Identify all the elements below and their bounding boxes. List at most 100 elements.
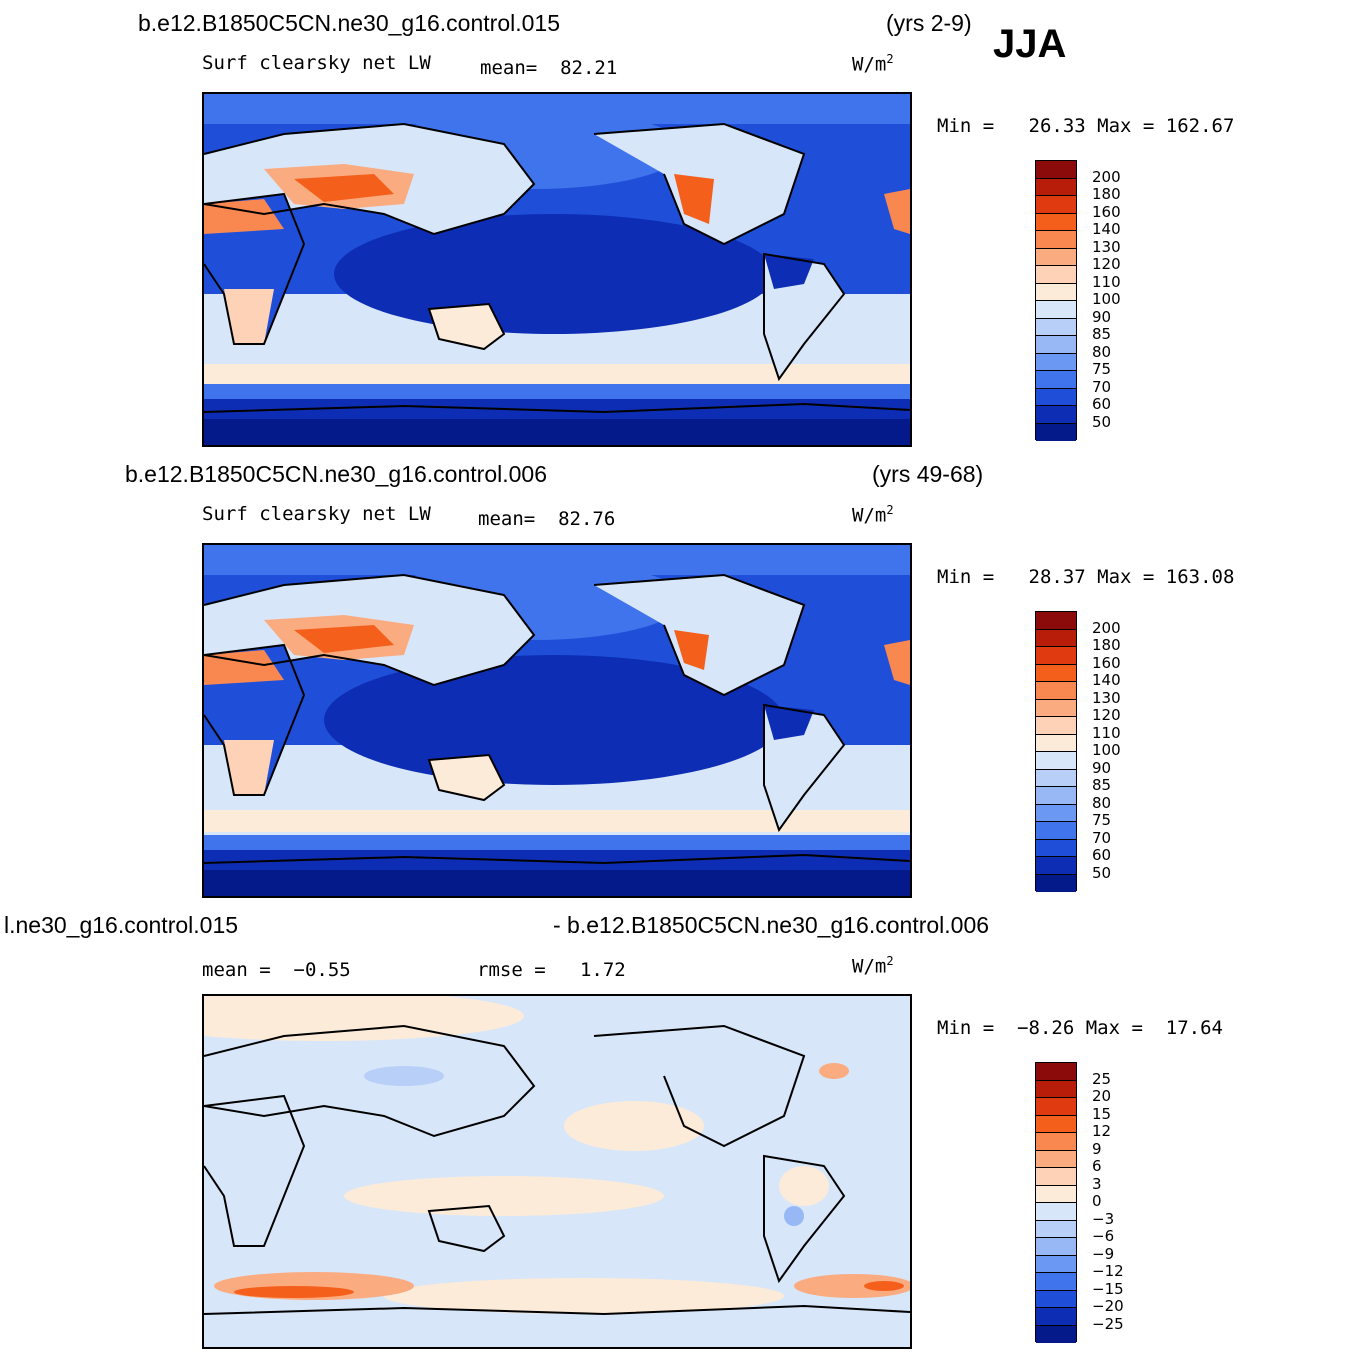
- panel1-minmax: Min = 26.33 Max = 162.67: [937, 115, 1235, 137]
- colorbar-swatch: [1036, 301, 1076, 319]
- colorbar-label: 200: [1092, 167, 1121, 186]
- colorbar-swatch: [1036, 248, 1076, 266]
- colorbar-label: −6: [1092, 1227, 1115, 1245]
- colorbar-label: 0: [1092, 1192, 1102, 1210]
- colorbar-label: 60: [1092, 395, 1112, 413]
- colorbar-label: 130: [1092, 237, 1121, 256]
- colorbar-swatch: [1036, 612, 1076, 630]
- colorbar-swatch: [1036, 1098, 1076, 1116]
- panel1-contour-plot: [204, 94, 910, 445]
- colorbar-swatch: [1036, 353, 1076, 371]
- colorbar-swatch: [1036, 629, 1076, 647]
- colorbar-label: 160: [1092, 653, 1121, 672]
- panel3-case-right: - b.e12.B1850C5CN.ne30_g16.control.006: [553, 912, 990, 938]
- colorbar-label: −25: [1092, 1314, 1124, 1333]
- colorbar-swatch: [1036, 1063, 1076, 1081]
- colorbar-swatch: [1036, 804, 1076, 822]
- colorbar-label: −3: [1092, 1209, 1115, 1228]
- colorbar-swatch: [1036, 1325, 1076, 1343]
- colorbar-swatch: [1036, 1238, 1076, 1256]
- colorbar-label: 130: [1092, 688, 1121, 707]
- colorbar-swatch: [1036, 769, 1076, 787]
- colorbar-swatch: [1036, 787, 1076, 805]
- colorbar-label: 100: [1092, 290, 1121, 308]
- colorbar-swatch: [1036, 1203, 1076, 1221]
- colorbar-label: −15: [1092, 1279, 1124, 1298]
- panel2-contour-plot: [204, 545, 910, 896]
- colorbar-swatch: [1036, 406, 1076, 424]
- colorbar-label: 100: [1092, 741, 1121, 759]
- colorbar-swatch: [1036, 1150, 1076, 1168]
- colorbar-label: −20: [1092, 1297, 1124, 1315]
- panel3-case-left: l.ne30_g16.control.015: [4, 912, 239, 938]
- panel2-variable: Surf clearsky net LW: [202, 503, 431, 525]
- colorbar-swatch: [1036, 1308, 1076, 1326]
- colorbar-swatch: [1036, 161, 1076, 179]
- panel1-mean: mean= 82.21: [480, 57, 618, 79]
- panel2-years: (yrs 49-68): [872, 461, 984, 487]
- colorbar-swatch: [1036, 839, 1076, 857]
- colorbar-label: 50: [1092, 863, 1112, 882]
- colorbar-swatch: [1036, 371, 1076, 389]
- colorbar-label: 110: [1092, 272, 1121, 291]
- panel2-map: [202, 543, 912, 898]
- colorbar-swatch: [1036, 1133, 1076, 1151]
- colorbar-label: 120: [1092, 706, 1121, 724]
- season-label: JJA: [993, 22, 1067, 66]
- panel3-units: W/m2: [852, 954, 894, 978]
- colorbar-swatch: [1036, 336, 1076, 354]
- colorbar-swatch: [1036, 1255, 1076, 1273]
- colorbar-swatch: [1036, 647, 1076, 665]
- panel3-colorbar: [1035, 1062, 1077, 1343]
- panel3-map: [202, 994, 912, 1349]
- colorbar-label: 200: [1092, 618, 1121, 637]
- colorbar-swatch: [1036, 266, 1076, 284]
- colorbar-label: 20: [1092, 1087, 1112, 1105]
- panel2-case-title: b.e12.B1850C5CN.ne30_g16.control.006: [125, 461, 547, 487]
- colorbar-swatch: [1036, 423, 1076, 441]
- colorbar-label: 180: [1092, 185, 1121, 203]
- colorbar-label: 180: [1092, 636, 1121, 654]
- colorbar-swatch: [1036, 717, 1076, 735]
- colorbar-label: 85: [1092, 325, 1112, 343]
- colorbar-swatch: [1036, 734, 1076, 752]
- colorbar-label: −12: [1092, 1262, 1124, 1280]
- colorbar-label: 70: [1092, 377, 1112, 396]
- colorbar-label: 70: [1092, 828, 1112, 847]
- panel2-minmax: Min = 28.37 Max = 163.08: [937, 566, 1235, 588]
- colorbar-swatch: [1036, 178, 1076, 196]
- colorbar-label: 15: [1092, 1104, 1112, 1123]
- panel3-mean: mean = −0.55: [202, 959, 351, 981]
- colorbar-swatch: [1036, 1290, 1076, 1308]
- colorbar-swatch: [1036, 1273, 1076, 1291]
- colorbar-swatch: [1036, 1220, 1076, 1238]
- colorbar-swatch: [1036, 752, 1076, 770]
- colorbar-label: 120: [1092, 255, 1121, 273]
- colorbar-label: 80: [1092, 342, 1112, 361]
- colorbar-swatch: [1036, 664, 1076, 682]
- colorbar-label: 90: [1092, 307, 1112, 326]
- colorbar-swatch: [1036, 682, 1076, 700]
- colorbar-swatch: [1036, 822, 1076, 840]
- panel1-map: [202, 92, 912, 447]
- colorbar-label: 160: [1092, 202, 1121, 221]
- colorbar-swatch: [1036, 699, 1076, 717]
- colorbar-label: 85: [1092, 776, 1112, 794]
- panel3-contour-plot: [204, 996, 910, 1347]
- panel1-case-title: b.e12.B1850C5CN.ne30_g16.control.015: [138, 10, 560, 36]
- colorbar-label: 12: [1092, 1122, 1112, 1140]
- colorbar-label: 75: [1092, 360, 1112, 378]
- colorbar-label: 110: [1092, 723, 1121, 742]
- colorbar-swatch: [1036, 318, 1076, 336]
- colorbar-label: 80: [1092, 793, 1112, 812]
- colorbar-swatch: [1036, 857, 1076, 875]
- colorbar-label: 9: [1092, 1139, 1102, 1158]
- colorbar-swatch: [1036, 1185, 1076, 1203]
- panel1-variable: Surf clearsky net LW: [202, 52, 431, 74]
- colorbar-swatch: [1036, 213, 1076, 231]
- panel1-units: W/m2: [852, 52, 894, 76]
- panel2-colorbar: [1035, 611, 1077, 892]
- colorbar-swatch: [1036, 231, 1076, 249]
- panel3-rmse: rmse = 1.72: [477, 959, 626, 981]
- colorbar-label: 90: [1092, 758, 1112, 777]
